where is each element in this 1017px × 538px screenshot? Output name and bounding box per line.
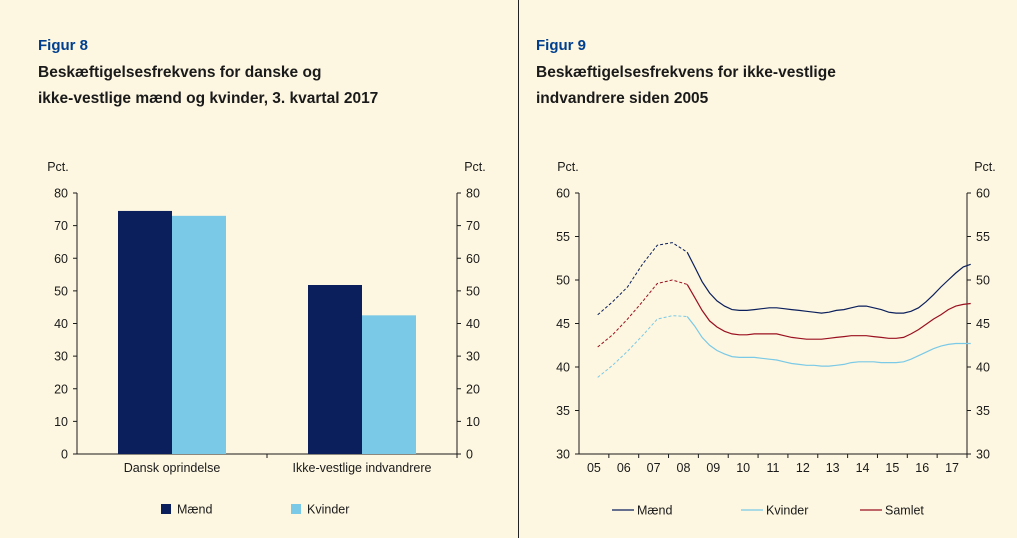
fig9-x-tick-label: 14 [856,461,870,475]
fig9-right-tick-label: 40 [976,361,990,375]
fig9-line-maend [686,251,971,314]
fig8-left-tick-label: 0 [61,448,68,462]
fig8-left-tick-label: 60 [54,252,68,266]
fig9-left-tick-label: 45 [556,317,570,331]
fig8-left-tick-label: 50 [54,284,68,298]
fig8-left-tick-label: 10 [54,415,68,429]
fig8-legend-label: Mænd [177,503,212,517]
fig8-legend-swatch [291,504,301,514]
figure-8-label: Figur 8 [38,37,89,54]
fig8-bar-maend [308,285,362,454]
fig8-right-tick-label: 50 [466,284,480,298]
fig8-right-tick-label: 30 [466,350,480,364]
fig9-right-tick-label: 45 [976,317,990,331]
fig9-x-tick-label: 13 [826,461,840,475]
fig8-left-tick-label: 20 [54,382,68,396]
fig8-bar-kvinder [172,215,226,454]
fig9-x-tick-label: 06 [617,461,631,475]
fig8-right-tick-label: 20 [466,382,480,396]
fig8-category-label: Ikke-vestlige indvandrere [293,461,432,475]
figure-8-title-line2: ikke-vestlige mænd og kvinder, 3. kvarta… [38,90,379,107]
fig9-x-tick-label: 16 [915,461,929,475]
fig8-left-tick-label: 80 [54,187,68,201]
fig8-right-tick-label: 40 [466,317,480,331]
fig9-line-maend-dashed [597,242,688,316]
figure-8-title: Beskæftigelsesfrekvens for danske og ikk… [38,60,498,112]
fig9-line-kvinder-dashed [597,315,688,378]
figure-9-panel: Figur 9 Beskæftigelsesfrekvens for ikke-… [519,0,1017,538]
panel-divider [518,0,519,538]
fig9-left-tick-label: 35 [556,404,570,418]
fig8-right-tick-label: 80 [466,187,480,201]
fig9-x-tick-label: 10 [736,461,750,475]
fig8-right-tick-label: 60 [466,252,480,266]
fig8-right-tick-label: 0 [466,448,473,462]
fig9-line-samlet [686,284,971,340]
fig9-left-tick-label: 30 [556,448,570,462]
fig9-x-tick-label: 11 [767,461,780,475]
figure-9-title-line2: indvandrere siden 2005 [536,90,709,107]
fig9-legend-label: Mænd [637,504,672,518]
fig8-right-unit: Pct. [464,160,486,174]
fig8-legend-swatch [161,504,171,514]
fig8-bar-maend [118,210,172,454]
fig8-left-tick-label: 70 [54,219,68,233]
figure-8-panel: Figur 8 Beskæftigelsesfrekvens for dansk… [0,0,518,538]
fig9-right-tick-label: 35 [976,404,990,418]
fig9-x-tick-label: 05 [587,461,601,475]
fig8-left-tick-label: 30 [54,350,68,364]
fig8-right-tick-label: 70 [466,219,480,233]
fig9-legend-label: Kvinder [766,504,808,518]
fig9-right-tick-label: 55 [976,230,990,244]
fig9-left-tick-label: 40 [556,361,570,375]
fig9-right-tick-label: 60 [976,187,990,201]
fig9-line-kvinder [686,316,971,367]
figure-8-title-line1: Beskæftigelsesfrekvens for danske og [38,64,322,81]
fig8-left-tick-label: 40 [54,317,68,331]
fig9-line-samlet-dashed [597,279,688,348]
fig9-legend-label: Samlet [885,504,924,518]
fig9-x-tick-label: 15 [885,461,899,475]
fig9-left-tick-label: 50 [556,274,570,288]
fig8-right-tick-label: 10 [466,415,480,429]
fig9-x-tick-label: 12 [796,461,810,475]
fig9-x-tick-label: 08 [677,461,691,475]
figure-9-title: Beskæftigelsesfrekvens for ikke-vestlige… [536,60,996,112]
fig9-right-tick-label: 30 [976,448,990,462]
fig8-left-unit: Pct. [47,160,69,174]
fig8-bar-kvinder [362,315,416,454]
fig9-x-tick-label: 07 [647,461,661,475]
fig9-x-tick-label: 09 [706,461,720,475]
fig9-left-unit: Pct. [557,160,579,174]
fig9-x-tick-label: 17 [945,461,959,475]
figure-9-title-line1: Beskæftigelsesfrekvens for ikke-vestlige [536,64,836,81]
figure-9-label: Figur 9 [536,37,587,54]
fig9-right-tick-label: 50 [976,274,990,288]
fig9-left-tick-label: 60 [556,187,570,201]
fig8-legend-label: Kvinder [307,503,349,517]
fig9-left-tick-label: 55 [556,230,570,244]
fig9-right-unit: Pct. [974,160,996,174]
fig8-category-label: Dansk oprindelse [124,461,221,475]
